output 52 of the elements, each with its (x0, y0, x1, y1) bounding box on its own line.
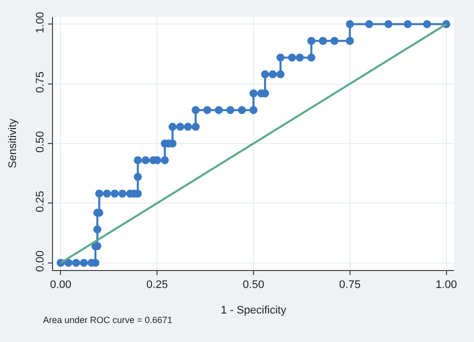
point (365, 20, 374, 28)
y-tick-label: 1.00 (34, 12, 47, 34)
point (192, 122, 200, 131)
point (404, 20, 412, 28)
point (276, 70, 284, 78)
point (276, 54, 284, 62)
x-tick-label: 0.25 (146, 279, 168, 292)
point (288, 54, 296, 62)
point (93, 225, 102, 234)
point (250, 89, 258, 98)
point (80, 258, 88, 267)
y-tick-label: 0.50 (34, 131, 47, 153)
point (95, 190, 104, 198)
point (203, 106, 212, 114)
point (176, 122, 184, 131)
point (330, 36, 338, 45)
point (134, 172, 142, 181)
point (160, 156, 169, 164)
x-tick-label: 0.75 (339, 279, 361, 292)
point (384, 20, 392, 28)
point (318, 36, 327, 45)
point (250, 106, 258, 114)
point (102, 190, 111, 198)
point (110, 190, 119, 198)
point (192, 106, 200, 114)
point (346, 36, 354, 45)
y-axis-title: Sensitivity (7, 118, 20, 168)
point (118, 190, 126, 198)
point (238, 106, 246, 114)
point (268, 70, 277, 78)
y-tick-label: 0.00 (34, 250, 47, 272)
point (184, 122, 192, 131)
x-tick-label: 0.00 (50, 279, 72, 292)
y-tick-label: 0.25 (34, 190, 47, 212)
text: Area under ROC curve = 0.6671 (43, 315, 172, 325)
point (307, 54, 316, 62)
x-axis-title: 1 - Specificity (220, 304, 287, 316)
point (307, 36, 316, 45)
point (261, 70, 270, 78)
point (226, 106, 234, 114)
point (72, 258, 80, 267)
y-tick-label: 0.75 (34, 71, 47, 93)
x-tick-label: 1.00 (436, 279, 457, 292)
point (168, 122, 177, 131)
point (142, 156, 150, 164)
x-tick-label: 0.50 (242, 279, 264, 292)
point (423, 20, 432, 28)
point (134, 156, 142, 164)
point (296, 54, 304, 62)
point (214, 106, 223, 114)
point (346, 20, 354, 28)
point (64, 258, 72, 267)
